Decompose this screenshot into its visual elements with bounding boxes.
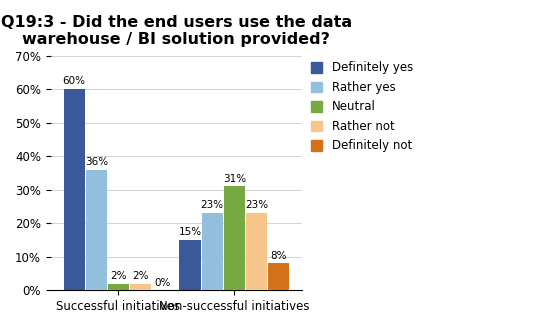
Bar bbox=[180, 240, 201, 290]
Bar bbox=[63, 89, 85, 290]
Text: 15%: 15% bbox=[179, 227, 202, 237]
Text: 31%: 31% bbox=[223, 174, 246, 184]
Text: 60%: 60% bbox=[63, 76, 85, 86]
Bar bbox=[108, 284, 129, 290]
Text: 23%: 23% bbox=[201, 200, 224, 211]
Text: 2%: 2% bbox=[132, 271, 149, 281]
Text: 36%: 36% bbox=[85, 157, 108, 167]
Text: 2%: 2% bbox=[110, 271, 127, 281]
Text: 23%: 23% bbox=[245, 200, 268, 211]
Legend: Definitely yes, Rather yes, Neutral, Rather not, Definitely not: Definitely yes, Rather yes, Neutral, Rat… bbox=[311, 61, 413, 153]
Bar bbox=[86, 170, 107, 290]
Text: 8%: 8% bbox=[271, 251, 287, 261]
Bar bbox=[224, 186, 245, 290]
Title: Q19:3 - Did the end users use the data
warehouse / BI solution provided?: Q19:3 - Did the end users use the data w… bbox=[1, 15, 352, 48]
Text: 0%: 0% bbox=[155, 277, 171, 288]
Bar bbox=[246, 213, 267, 290]
Bar bbox=[268, 263, 289, 290]
Bar bbox=[130, 284, 151, 290]
Bar bbox=[202, 213, 223, 290]
